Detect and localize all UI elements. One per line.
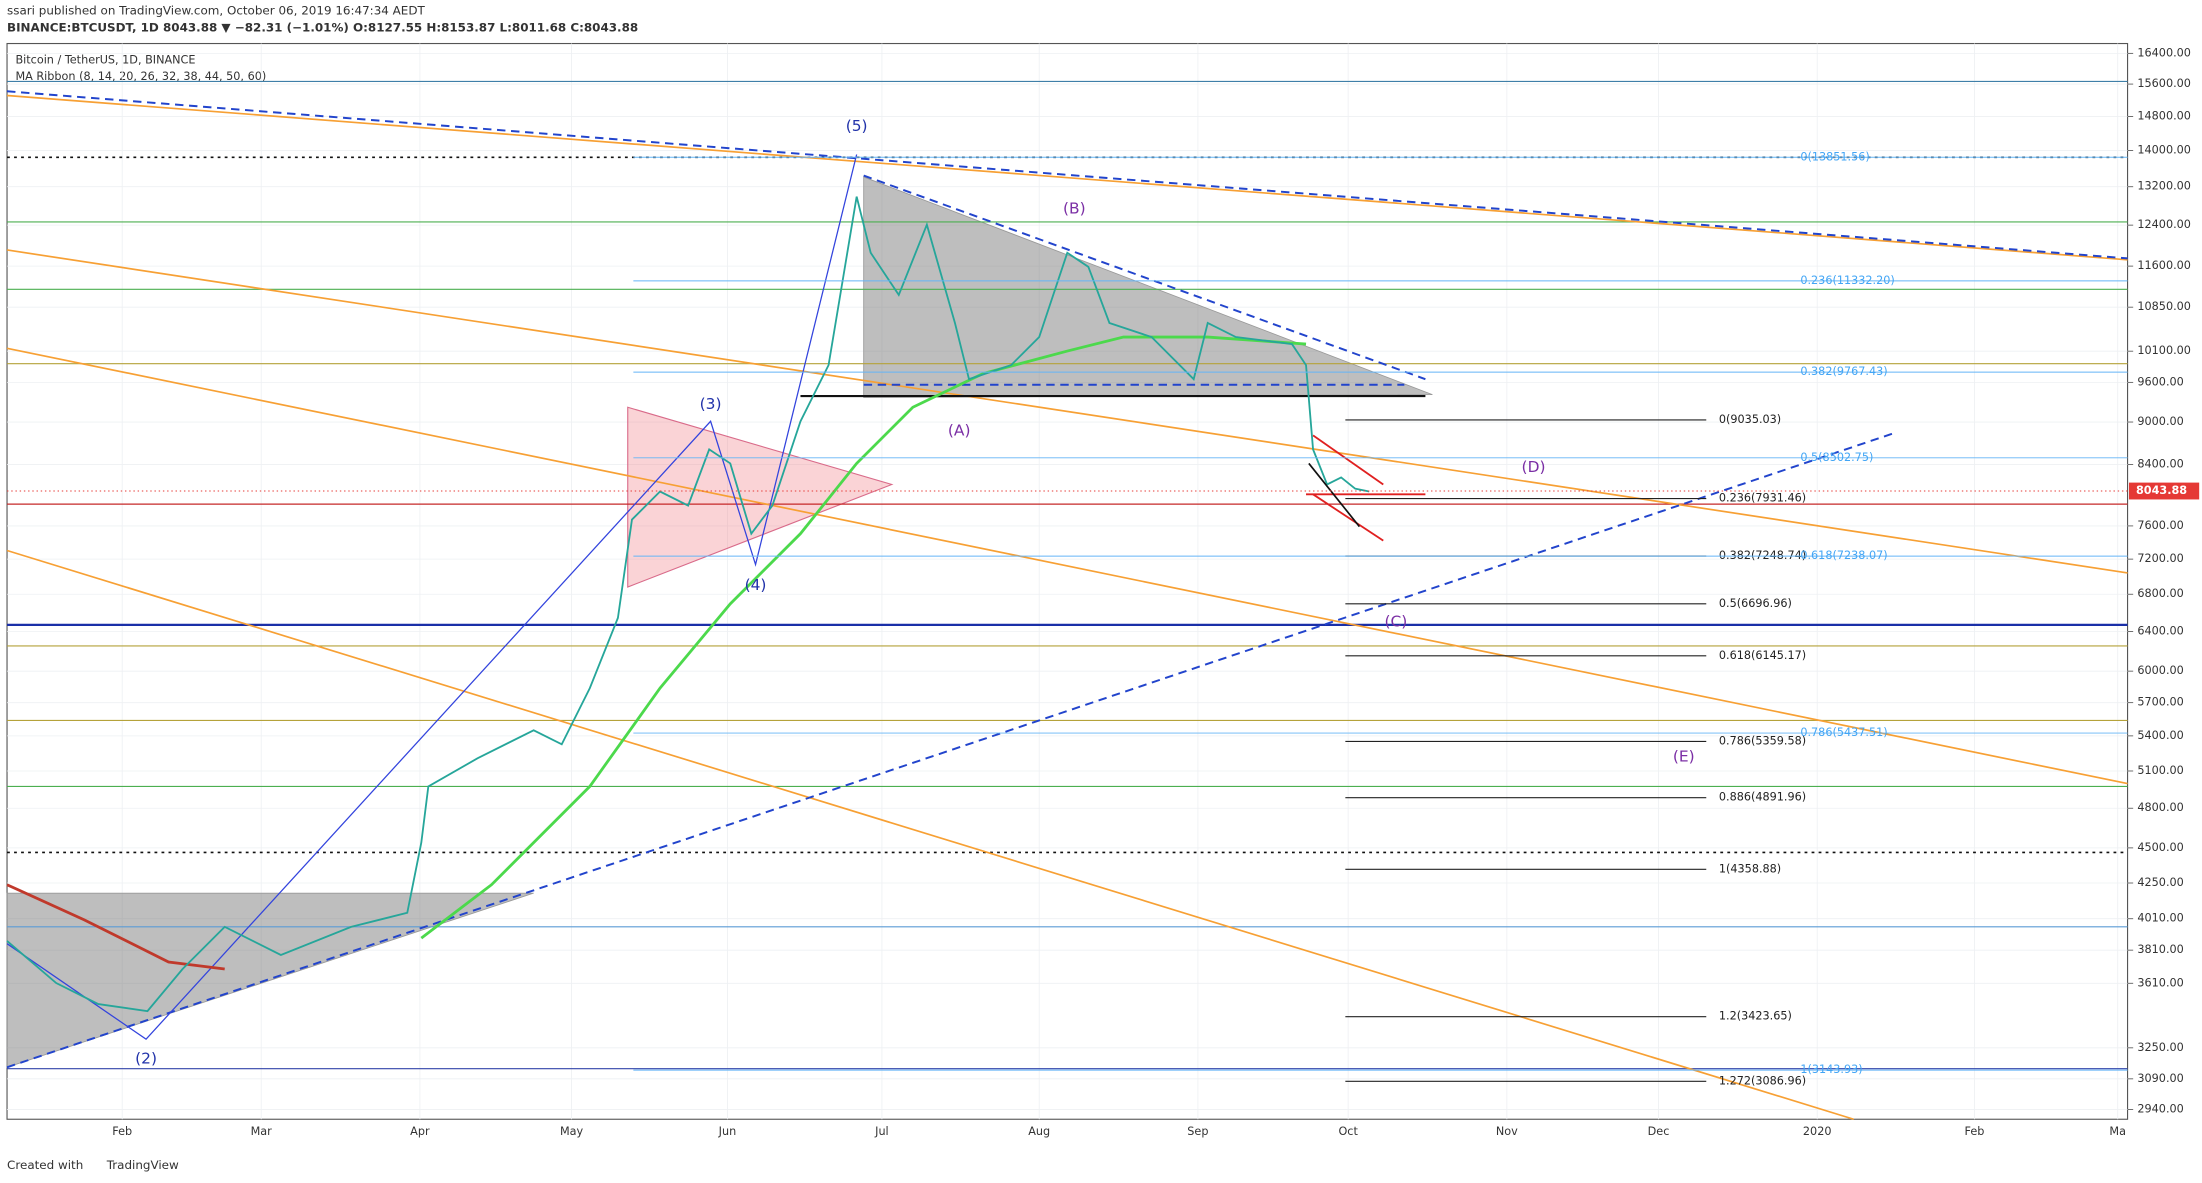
time-tick-label: Sep <box>1187 1125 1208 1138</box>
price-tick-label: 9600.00 <box>2137 375 2183 388</box>
ma-red <box>6 883 225 971</box>
fib-label: 0.618(6145.17) <box>1719 649 1806 662</box>
price-tick-label: 5700.00 <box>2137 696 2183 709</box>
gray-triangle <box>6 892 534 1068</box>
time-tick-label: Aug <box>1028 1125 1050 1138</box>
price-path <box>6 196 1370 1013</box>
publisher: ssari published on TradingView.com, Octo… <box>7 4 425 18</box>
fib-label: 0.236(7931.46) <box>1719 492 1806 505</box>
price-tick-label: 12400.00 <box>2137 218 2191 231</box>
price-tick-label: 9000.00 <box>2137 415 2183 428</box>
fib-label: 1.2(3423.65) <box>1719 1010 1792 1023</box>
fib-label: 0.382(7248.74) <box>1719 549 1806 562</box>
time-tick-label: May <box>560 1125 584 1138</box>
fib-label: 0.382(9767.43) <box>1800 365 1887 378</box>
price-tick-label: 5100.00 <box>2137 764 2183 777</box>
fib-label: 0(9035.03) <box>1719 413 1781 426</box>
fib-label: 0.236(11332.20) <box>1800 274 1894 287</box>
footer-created: Created with <box>7 1158 83 1172</box>
wave-label: (C) <box>1384 613 1407 631</box>
time-tick-label: Ma <box>2109 1125 2126 1138</box>
time-tick-label: Feb <box>1965 1125 1985 1138</box>
time-tick-label: Nov <box>1496 1125 1518 1138</box>
black-wedge <box>1308 462 1361 528</box>
price-tick-label: 4250.00 <box>2137 876 2183 889</box>
time-tick-label: Apr <box>410 1125 430 1138</box>
time-tick-label: Mar <box>251 1125 273 1138</box>
price-tick-label: 11600.00 <box>2137 259 2191 272</box>
last-price-label: 8043.88 <box>2136 484 2187 497</box>
fib-label: 1(3143.93) <box>1800 1063 1862 1076</box>
ma-green <box>420 335 1307 940</box>
wave-label: (5) <box>846 117 868 135</box>
wave-label: (A) <box>948 422 971 440</box>
fib-label: 0.5(8502.75) <box>1800 451 1873 464</box>
dashed-trendline <box>6 90 2128 260</box>
price-tick-label: 13200.00 <box>2137 180 2191 193</box>
fib-label: 0(13851.56) <box>1800 150 1869 163</box>
price-tick-label: 6000.00 <box>2137 664 2183 677</box>
fib-label: 0.786(5437.51) <box>1800 726 1887 739</box>
price-tick-label: 15600.00 <box>2137 77 2191 90</box>
price-tick-label: 7600.00 <box>2137 519 2183 532</box>
price-tick-label: 4010.00 <box>2137 912 2183 925</box>
fib-label: 1.272(3086.96) <box>1719 1074 1806 1087</box>
time-tick-label: Dec <box>1648 1125 1670 1138</box>
price-tick-label: 2940.00 <box>2137 1102 2183 1115</box>
wave-label: (B) <box>1063 200 1086 218</box>
wave-line <box>6 154 858 1041</box>
pink-triangle <box>627 406 894 588</box>
price-tick-label: 14800.00 <box>2137 109 2191 122</box>
fib-label: 0.786(5359.58) <box>1719 734 1806 747</box>
price-tick-label: 8400.00 <box>2137 457 2183 470</box>
wave-label: (3) <box>700 395 722 413</box>
fib-label: 1(4358.88) <box>1719 862 1781 875</box>
price-tick-label: 10100.00 <box>2137 344 2191 357</box>
fib-label: 0.5(6696.96) <box>1719 597 1792 610</box>
wave-label: (E) <box>1673 747 1695 765</box>
dashed-trendline <box>863 174 1426 381</box>
fib-label: 0.886(4891.96) <box>1719 791 1806 804</box>
fib-label: 0.618(7238.07) <box>1800 549 1887 562</box>
price-tick-label: 5400.00 <box>2137 729 2183 742</box>
orange-trendline <box>6 94 2128 261</box>
legend-indicator: MA Ribbon (8, 14, 20, 26, 32, 38, 44, 50… <box>15 70 266 83</box>
price-tick-label: 6800.00 <box>2137 587 2183 600</box>
price-tick-label: 4500.00 <box>2137 841 2183 854</box>
price-tick-label: 10850.00 <box>2137 300 2191 313</box>
red-wedge <box>1312 434 1384 486</box>
plot-frame <box>6 42 2129 1120</box>
time-tick-label: Oct <box>1338 1125 1358 1138</box>
dashed-trendline <box>6 431 1897 1069</box>
time-tick-label: 2020 <box>1803 1125 1832 1138</box>
orange-trendline <box>6 549 1854 1121</box>
legend-title: Bitcoin / TetherUS, 1D, BINANCE <box>15 53 195 66</box>
footer-brand: TradingView <box>106 1158 179 1172</box>
price-tick-label: 7200.00 <box>2137 552 2183 565</box>
wave-label: (2) <box>135 1049 157 1067</box>
price-tick-label: 14000.00 <box>2137 144 2191 157</box>
wave-label: (4) <box>745 576 767 594</box>
price-tick-label: 3810.00 <box>2137 943 2183 956</box>
time-tick-label: Feb <box>112 1125 132 1138</box>
time-tick-label: Jun <box>718 1125 737 1138</box>
symbol-line: BINANCE:BTCUSDT, 1D 8043.88 ▼ −82.31 (−1… <box>7 21 638 35</box>
price-tick-label: 3090.00 <box>2137 1072 2183 1085</box>
red-wedge <box>1312 493 1384 542</box>
price-tick-label: 16400.00 <box>2137 46 2191 59</box>
orange-trendline <box>6 249 2128 574</box>
price-tick-label: 3610.00 <box>2137 976 2183 989</box>
price-tick-label: 3250.00 <box>2137 1041 2183 1054</box>
last-price-tag <box>2128 482 2200 500</box>
orange-trendline <box>6 347 2128 785</box>
price-tick-label: 6400.00 <box>2137 624 2183 637</box>
price-tick-label: 4800.00 <box>2137 801 2183 814</box>
wave-label: (D) <box>1522 458 1546 476</box>
time-tick-label: Jul <box>874 1125 889 1138</box>
